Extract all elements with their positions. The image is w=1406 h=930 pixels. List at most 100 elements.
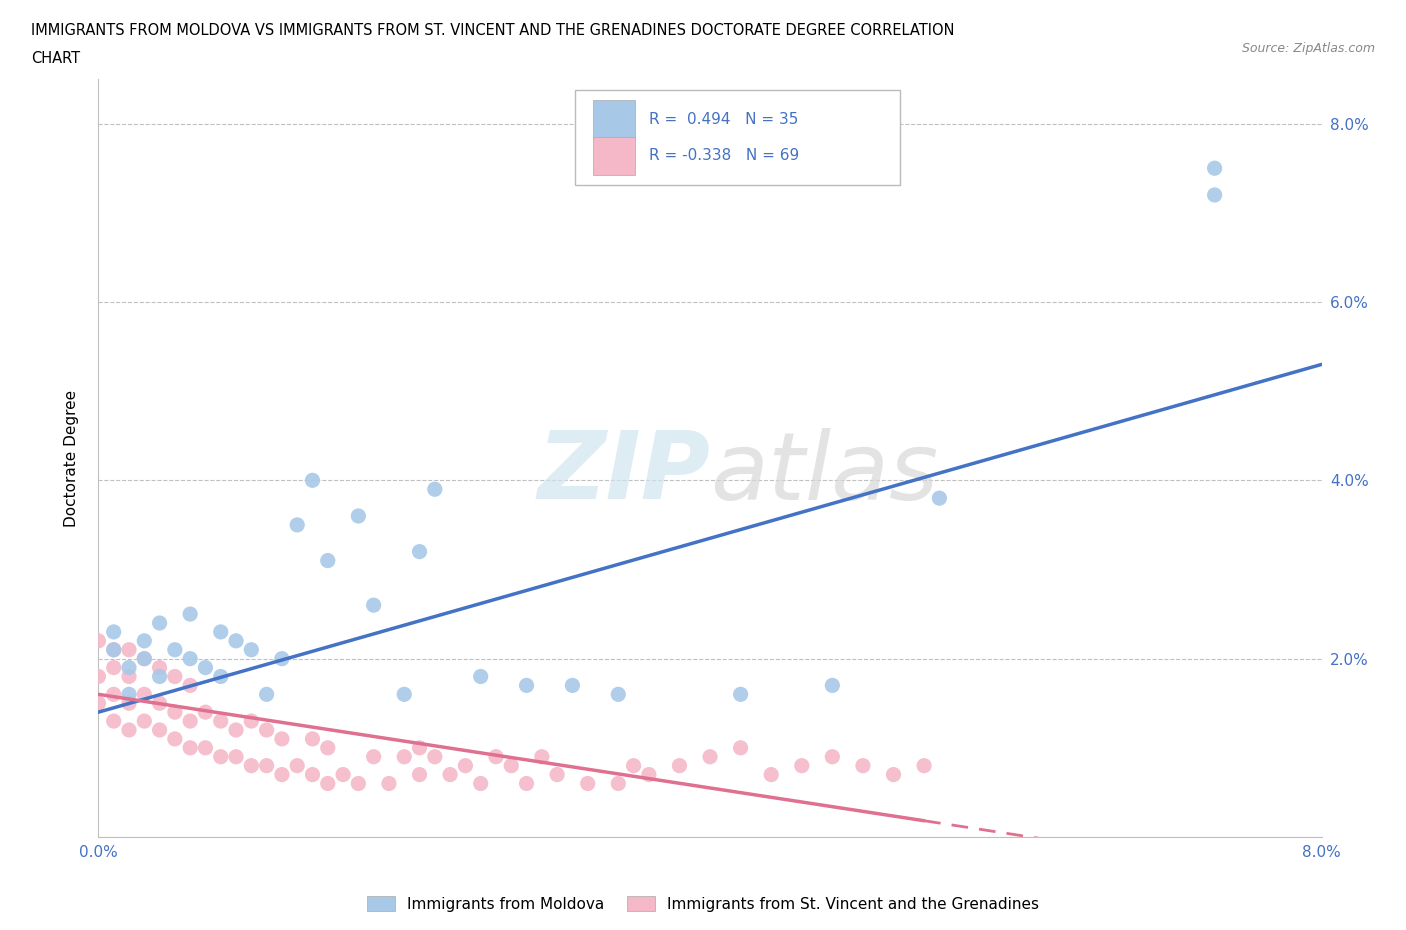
Point <box>423 482 446 497</box>
Point <box>730 687 752 702</box>
Point <box>378 776 401 790</box>
Point <box>209 713 232 728</box>
Point <box>1204 188 1226 203</box>
Point <box>163 643 186 658</box>
Point <box>225 723 247 737</box>
Point <box>1204 161 1226 176</box>
Point <box>408 767 430 782</box>
Point <box>103 713 125 728</box>
Point <box>347 776 370 790</box>
Text: R =  0.494   N = 35: R = 0.494 N = 35 <box>650 112 799 126</box>
Point <box>225 750 247 764</box>
Point <box>118 660 141 675</box>
Text: IMMIGRANTS FROM MOLDOVA VS IMMIGRANTS FROM ST. VINCENT AND THE GRENADINES DOCTOR: IMMIGRANTS FROM MOLDOVA VS IMMIGRANTS FR… <box>31 23 955 38</box>
Point <box>179 713 201 728</box>
Point <box>363 598 385 613</box>
Point <box>301 767 323 782</box>
Point <box>530 750 553 764</box>
FancyBboxPatch shape <box>592 137 636 175</box>
Point <box>225 633 247 648</box>
Point <box>759 767 782 782</box>
Point <box>790 758 813 773</box>
Point <box>423 750 446 764</box>
Point <box>134 713 156 728</box>
Point <box>363 750 385 764</box>
Point <box>730 740 752 755</box>
Text: ZIP: ZIP <box>537 427 710 519</box>
Point <box>134 633 156 648</box>
Point <box>149 616 172 631</box>
Point <box>501 758 523 773</box>
Point <box>439 767 461 782</box>
FancyBboxPatch shape <box>592 100 636 139</box>
Text: atlas: atlas <box>710 428 938 519</box>
Point <box>163 705 186 720</box>
Point <box>118 696 141 711</box>
Point <box>607 687 630 702</box>
Point <box>576 776 599 790</box>
Point <box>194 660 217 675</box>
Point <box>285 517 308 532</box>
Point <box>316 776 339 790</box>
Point <box>821 750 844 764</box>
Point <box>270 767 294 782</box>
Point <box>546 767 568 782</box>
Point <box>240 643 263 658</box>
Point <box>699 750 721 764</box>
Point <box>103 687 125 702</box>
Point <box>623 758 645 773</box>
Point <box>470 669 492 684</box>
Point <box>256 758 278 773</box>
Point <box>516 678 538 693</box>
Point <box>209 669 232 684</box>
Point <box>668 758 690 773</box>
Point <box>149 660 172 675</box>
Point <box>87 633 110 648</box>
Point <box>607 776 630 790</box>
Point <box>87 696 110 711</box>
Point <box>316 553 339 568</box>
Point <box>103 624 125 639</box>
Point <box>103 643 125 658</box>
Point <box>408 740 430 755</box>
Point <box>561 678 583 693</box>
FancyBboxPatch shape <box>575 90 900 185</box>
Point <box>316 740 339 755</box>
Point <box>240 713 263 728</box>
Point <box>194 705 217 720</box>
Point <box>179 651 201 666</box>
Text: CHART: CHART <box>31 51 80 66</box>
Point <box>118 723 141 737</box>
Point <box>103 643 125 658</box>
Point <box>332 767 354 782</box>
Point <box>270 651 294 666</box>
Point <box>194 740 217 755</box>
Point <box>392 750 416 764</box>
Point <box>912 758 935 773</box>
Point <box>485 750 508 764</box>
Point <box>179 606 201 621</box>
Point <box>118 643 141 658</box>
Point <box>408 544 430 559</box>
Point <box>285 758 308 773</box>
Point <box>179 740 201 755</box>
Point <box>149 669 172 684</box>
Point <box>163 669 186 684</box>
Point <box>347 509 370 524</box>
Point <box>118 687 141 702</box>
Point <box>256 687 278 702</box>
Point <box>87 669 110 684</box>
Point <box>256 723 278 737</box>
Point <box>103 660 125 675</box>
Point <box>209 624 232 639</box>
Point <box>516 776 538 790</box>
Point <box>470 776 492 790</box>
Point <box>454 758 477 773</box>
Point <box>134 687 156 702</box>
Point <box>240 758 263 773</box>
Point <box>149 696 172 711</box>
Point <box>301 732 323 747</box>
Point <box>134 651 156 666</box>
Point <box>118 669 141 684</box>
Point <box>928 491 950 506</box>
